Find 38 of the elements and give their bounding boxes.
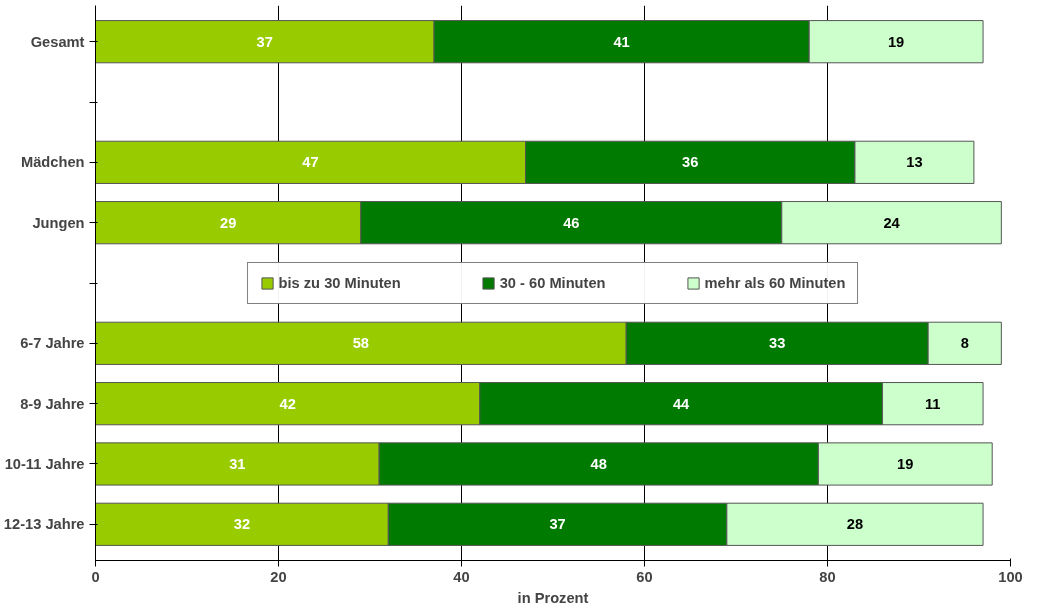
x-tick-label: 20: [270, 568, 287, 585]
data-label: 19: [887, 33, 905, 50]
x-tick-label: 0: [91, 568, 100, 585]
data-label: 13: [906, 154, 923, 171]
data-label: 58: [352, 335, 370, 352]
data-label: 32: [233, 516, 251, 533]
data-label: 42: [279, 395, 296, 412]
data-label: 24: [883, 214, 901, 231]
y-tick-label: Mädchen: [20, 154, 85, 171]
data-label: 37: [256, 33, 273, 50]
x-tick-label: 60: [636, 568, 653, 585]
y-tick-label: 12-13 Jahre: [3, 516, 85, 533]
data-label: 19: [897, 455, 914, 472]
data-label: 47: [302, 154, 319, 171]
x-tick-label: 40: [453, 568, 470, 585]
y-tick-label: 8-9 Jahre: [20, 395, 85, 412]
data-label: 28: [846, 516, 864, 533]
data-label: 44: [672, 395, 691, 412]
data-label: 8: [960, 335, 969, 352]
x-tick-label: 100: [998, 568, 1023, 585]
data-label: 11: [924, 395, 941, 412]
data-label: 48: [590, 455, 607, 472]
data-label: 37: [549, 516, 566, 533]
data-label: 29: [220, 214, 237, 231]
legend-label: bis zu 30 Minuten: [278, 274, 401, 291]
x-tick-label: 80: [819, 568, 836, 585]
data-label: 33: [769, 335, 786, 352]
y-tick-label: 6-7 Jahre: [20, 335, 85, 352]
x-axis-title: in Prozent: [517, 589, 589, 606]
y-tick-label: Gesamt: [30, 33, 85, 50]
y-tick-label: Jungen: [32, 214, 85, 231]
data-label: 31: [229, 455, 246, 472]
data-label: 36: [682, 154, 699, 171]
data-label: 46: [563, 214, 580, 231]
legend-label: 30 - 60 Minuten: [499, 274, 606, 291]
y-tick-label: 10-11 Jahre: [4, 455, 85, 472]
data-label: 41: [613, 33, 630, 50]
legend-label: mehr als 60 Minuten: [704, 274, 846, 291]
